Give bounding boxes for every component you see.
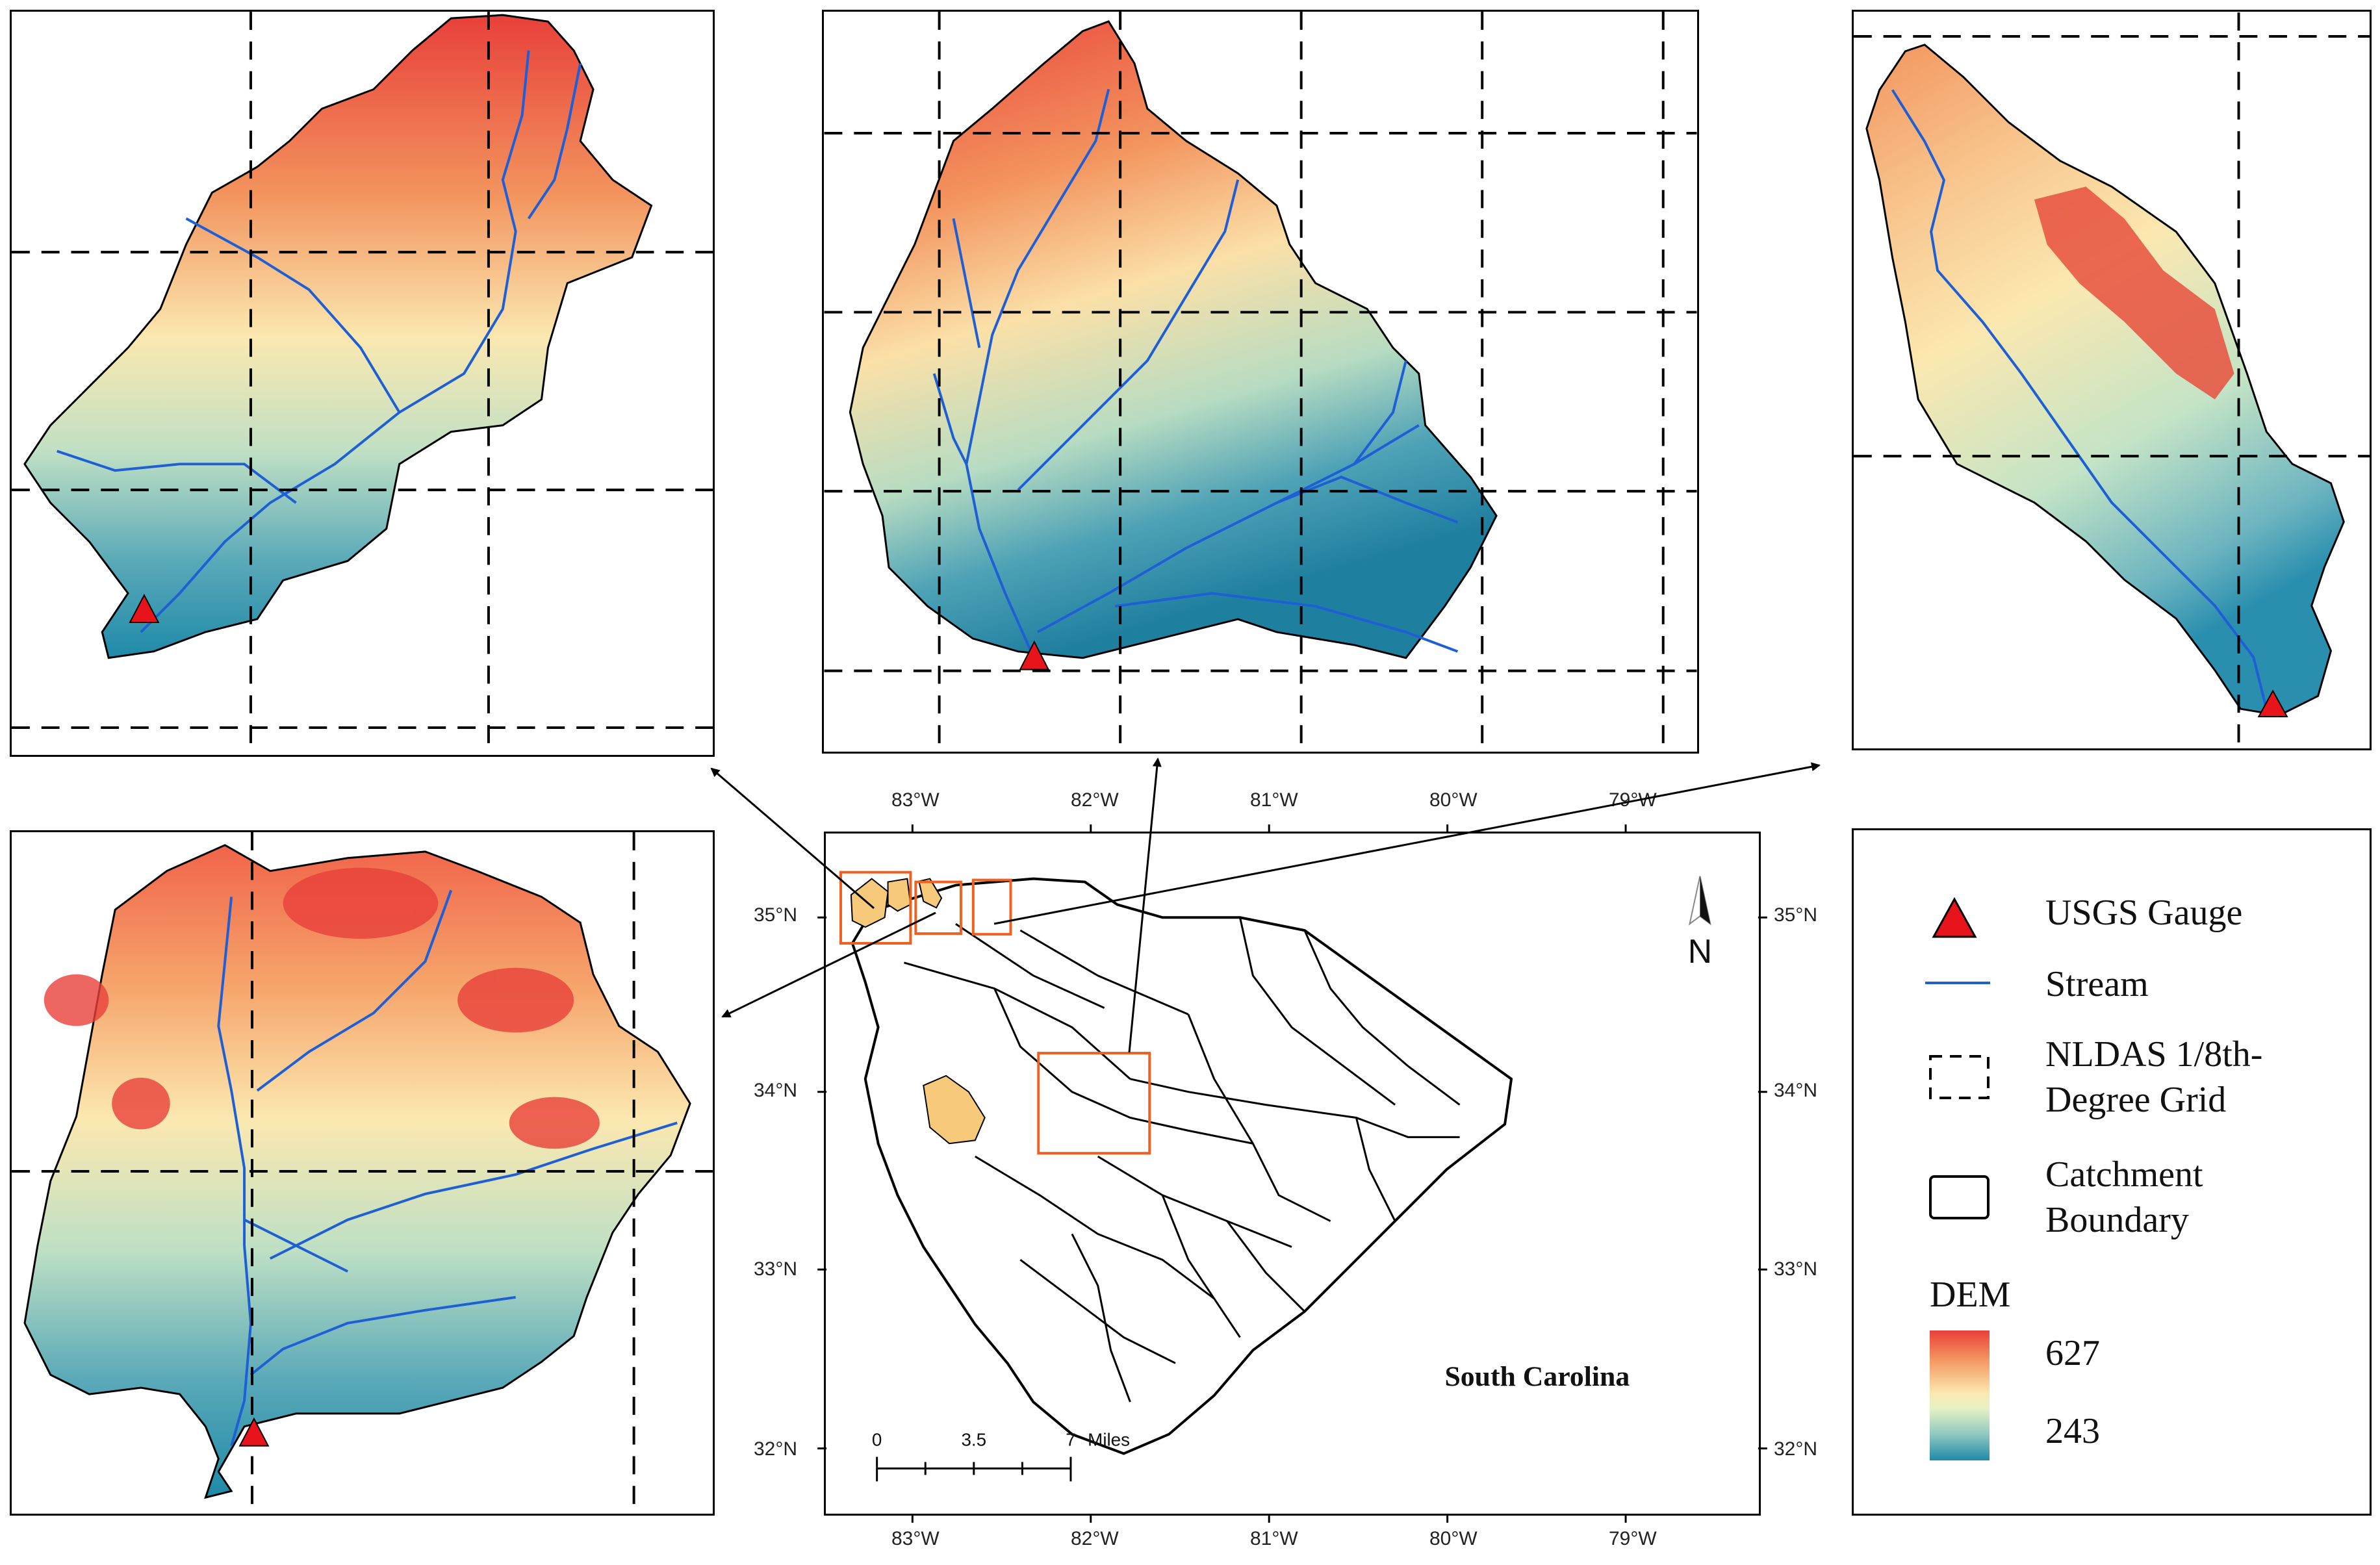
state-boundary (851, 877, 1513, 1455)
catchment-boundary (849, 20, 1498, 659)
legend-dem-min: 243 (2045, 1411, 2100, 1451)
catchment-map-top-center (824, 12, 1697, 752)
catchment-boundary (23, 14, 653, 659)
scale-tick-7: 7 (1066, 1430, 1075, 1450)
catchment-panel-top-center (822, 10, 1699, 754)
legend-grid-label-line2: Degree Grid (2045, 1080, 2227, 1120)
left-axis-label: 33°N (754, 1258, 798, 1280)
grid-dashed-box-icon (1929, 1055, 1990, 1099)
right-axis-label: 34°N (1774, 1080, 1818, 1101)
catchment-panel-top-right (1852, 10, 2372, 750)
catchment-panel-bottom-left (10, 830, 715, 1516)
top-axis-label: 79°W (1609, 789, 1657, 811)
legend-boundary-label-line1: Catchment (2045, 1154, 2203, 1195)
left-axis-label: 35°N (754, 904, 798, 926)
legend-dem-max: 627 (2045, 1333, 2100, 1373)
catchment-map-top-left (12, 12, 713, 755)
left-axis-label: 34°N (754, 1080, 798, 1101)
scale-tick-0: 0 (872, 1430, 882, 1450)
catchment-map-top-right (1854, 12, 2370, 748)
gauge-triangle-icon (1932, 897, 1977, 938)
legend-gauge-label: USGS Gauge (2045, 893, 2243, 933)
nldas-grid (12, 832, 713, 1514)
bottom-axis-label: 82°W (1071, 1528, 1119, 1549)
usgs-gauge-marker (1019, 640, 1050, 670)
south-carolina-overview-map: N South Carolina 0 3.5 7 Miles (817, 824, 1767, 1523)
nldas-grid (1854, 12, 2370, 748)
top-axis-label: 83°W (891, 789, 940, 811)
stream-line-icon (1925, 982, 1990, 984)
bottom-axis-label: 81°W (1250, 1528, 1298, 1549)
high-elevation-patches (44, 867, 600, 1149)
legend-box: USGS Gauge Stream NLDAS 1/8th- Degree Gr… (1852, 828, 2372, 1516)
north-arrow-icon (1688, 876, 1711, 926)
legend-grid-label-line1: NLDAS 1/8th- (2045, 1034, 2263, 1075)
dem-colorbar (1930, 1330, 1990, 1460)
scale-unit: Miles (1088, 1430, 1130, 1450)
nldas-grid (12, 12, 713, 755)
north-arrow-label: N (1688, 932, 1712, 970)
state-label: South Carolina (1444, 1361, 1630, 1392)
scale-bar (876, 1457, 1072, 1482)
right-axis-label: 33°N (1774, 1258, 1818, 1280)
legend-boundary-label-line2: Boundary (2045, 1200, 2189, 1240)
usgs-gauge-marker (2257, 689, 2288, 718)
bottom-axis-label: 80°W (1429, 1528, 1478, 1549)
right-axis-label: 35°N (1774, 904, 1818, 926)
high-elevation-patch (2034, 186, 2234, 400)
usgs-gauge-marker (238, 1417, 270, 1447)
right-axis-label: 32°N (1774, 1438, 1818, 1460)
overview-map-canvas: N South Carolina 0 3.5 7 Miles (817, 824, 1767, 1523)
nldas-grid (824, 12, 1697, 752)
top-axis-label: 81°W (1250, 789, 1298, 811)
legend-stream-label: Stream (2045, 964, 2149, 1004)
boundary-box-icon (1929, 1175, 1990, 1219)
catchment-panel-top-left (10, 10, 715, 757)
stream-network (56, 50, 582, 633)
stream-network (932, 88, 1459, 653)
bottom-axis-label: 83°W (891, 1528, 940, 1549)
bottom-axis-label: 79°W (1609, 1528, 1657, 1549)
top-axis-label: 82°W (1071, 789, 1119, 811)
scale-tick-3-5: 3.5 (961, 1430, 986, 1450)
stream-network (1891, 89, 2268, 709)
catchment-map-bottom-left (12, 832, 713, 1514)
usgs-gauge-marker (129, 594, 160, 623)
left-axis-label: 32°N (754, 1438, 798, 1460)
top-axis-label: 80°W (1429, 789, 1478, 811)
legend-dem-title: DEM (1930, 1275, 2011, 1315)
catchment-boundary (1865, 44, 2345, 717)
stream-network (217, 889, 678, 1447)
